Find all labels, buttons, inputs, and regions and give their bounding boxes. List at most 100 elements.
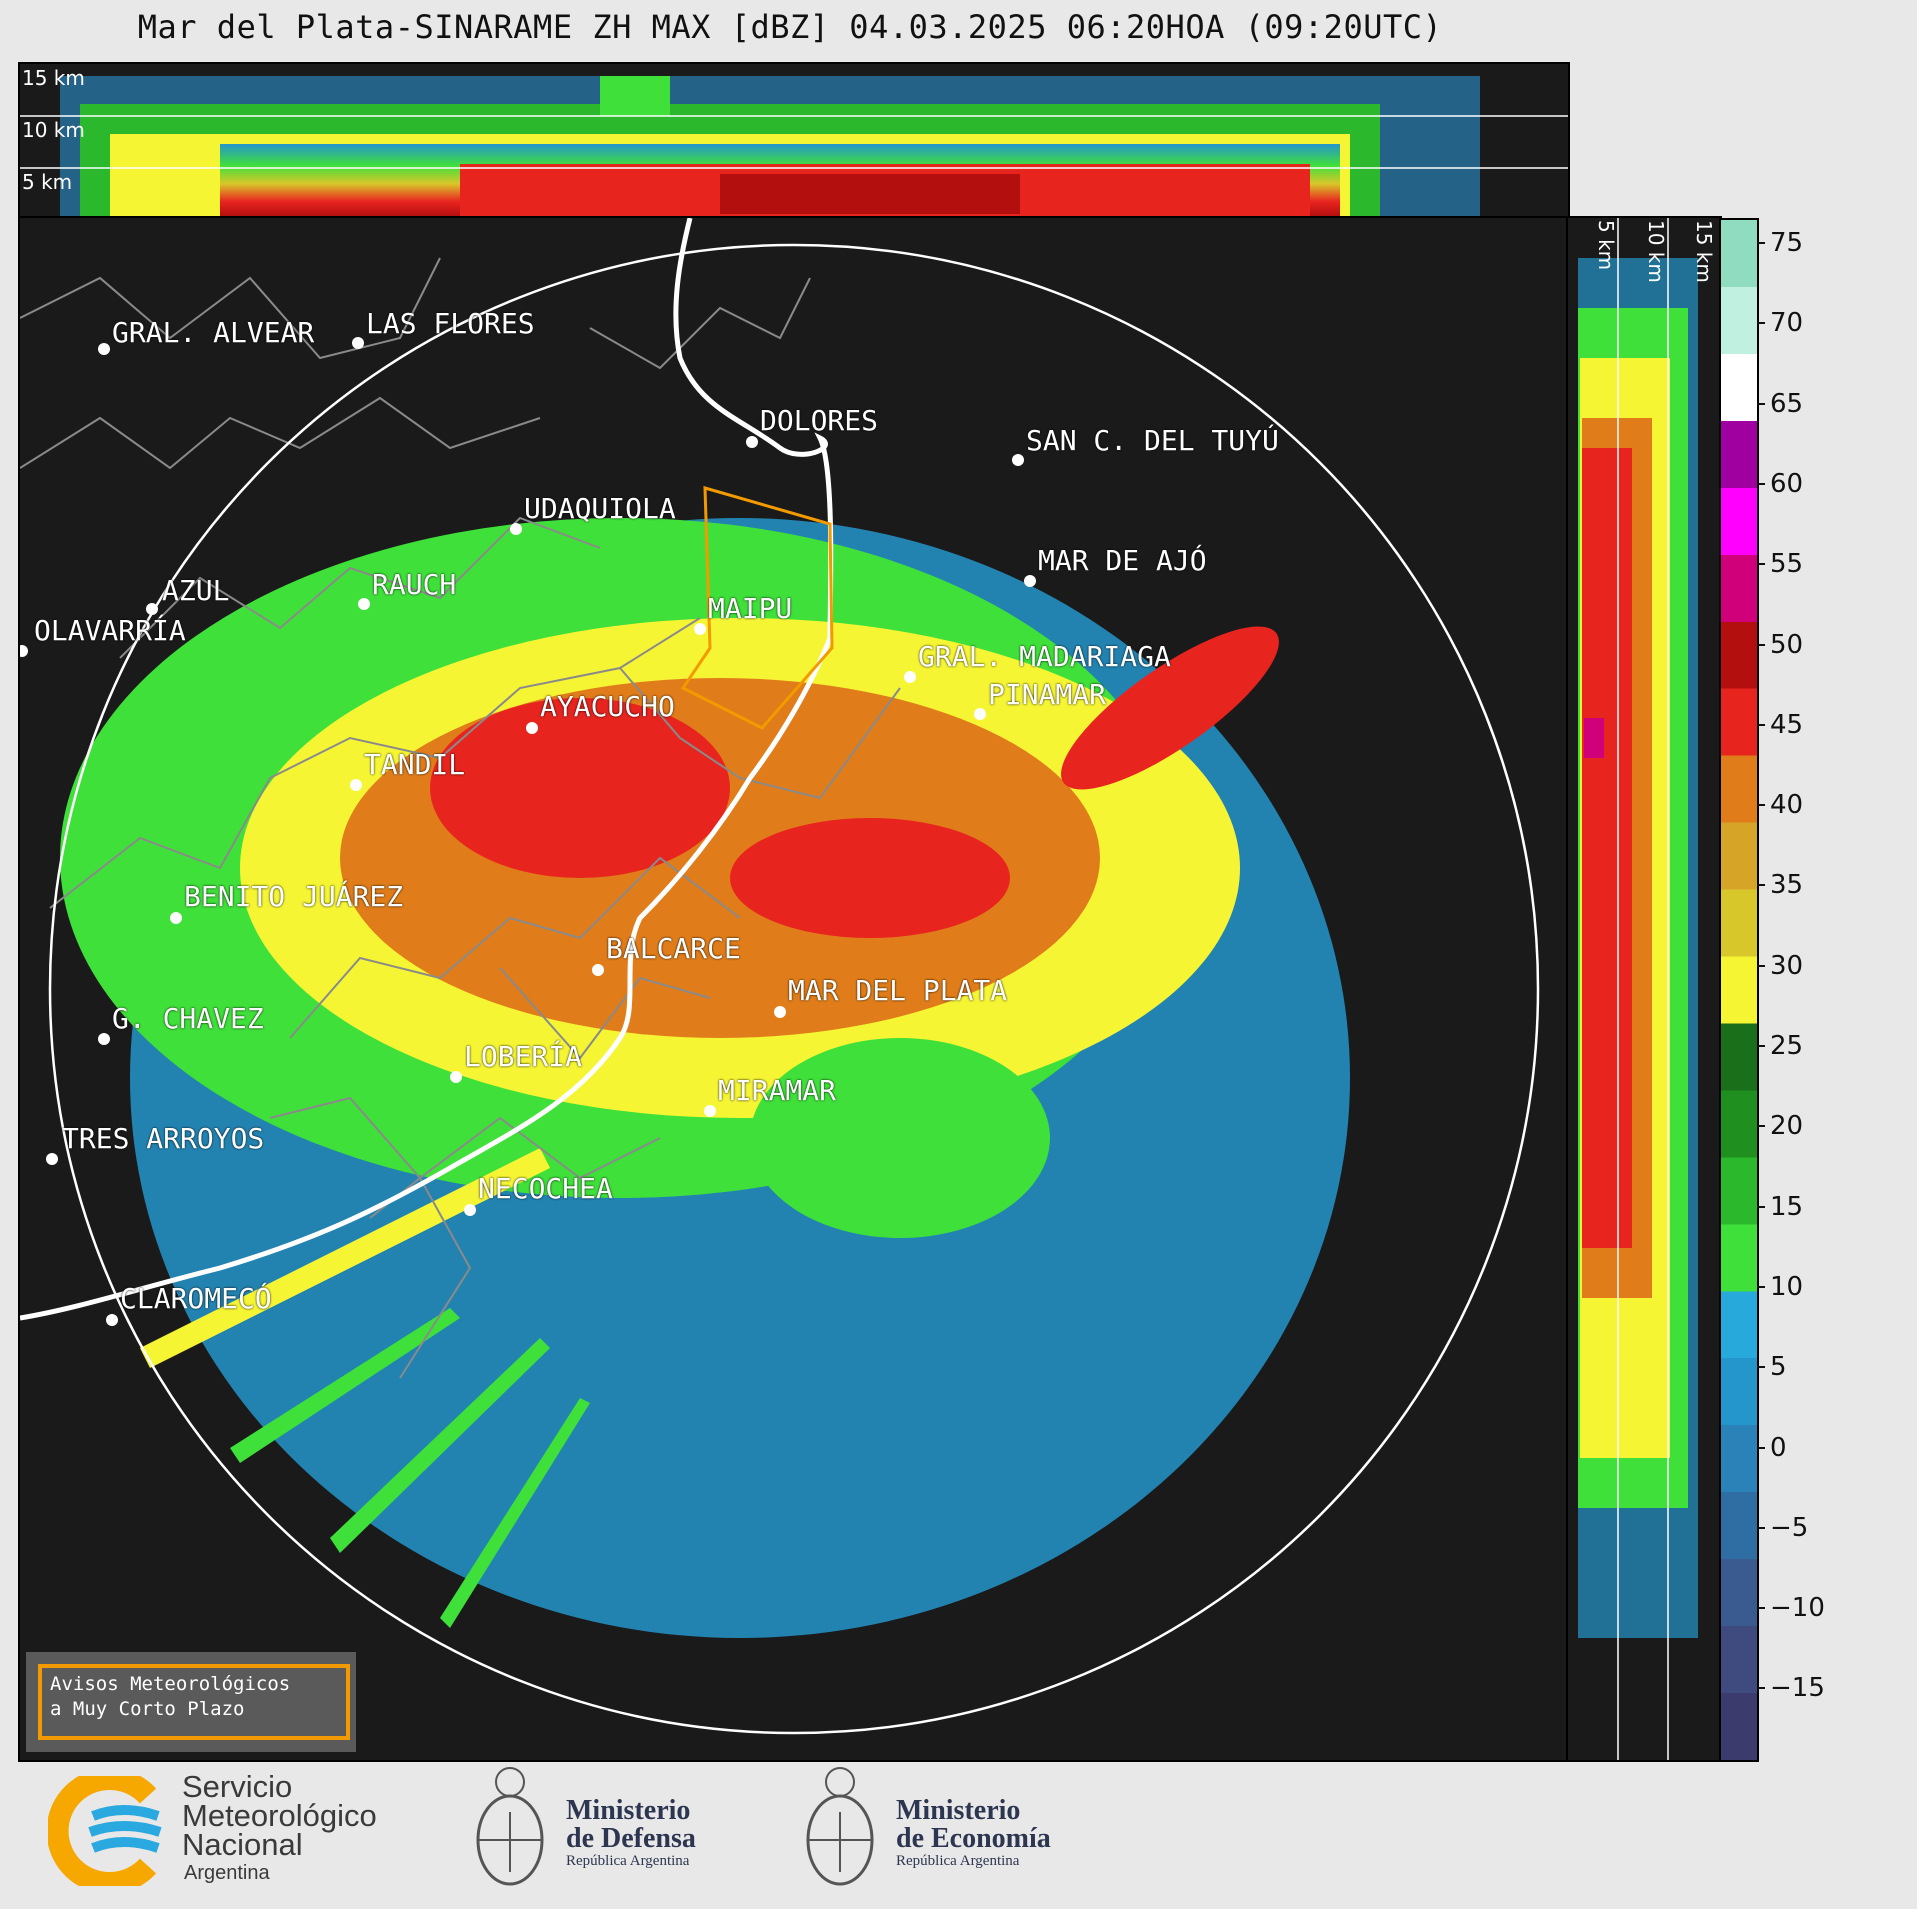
colorbar-tick [1757, 242, 1765, 244]
city-dot [746, 436, 758, 448]
smn-name-line3: Nacional [182, 1827, 303, 1862]
colorbar-tick-label: 15 [1770, 1191, 1804, 1222]
colorbar-tick-label: −10 [1770, 1593, 1825, 1624]
city-dot [774, 1006, 786, 1018]
city-dot [98, 343, 110, 355]
side-cross-section-panel: 5 km 10 km 15 km [1566, 216, 1722, 1762]
smn-name-line2: Meteorológico [182, 1798, 377, 1833]
city-label[interactable]: RAUCH [372, 568, 457, 601]
city-label[interactable]: LOBERÍA [464, 1040, 583, 1073]
city-dot [704, 1105, 716, 1117]
aviso-line2: a Muy Corto Plazo [50, 1698, 245, 1720]
city-dot [694, 623, 706, 635]
city-label[interactable]: MIRAMAR [718, 1074, 837, 1107]
radar-map [20, 218, 1540, 1735]
city-dot [358, 598, 370, 610]
city-label[interactable]: DOLORES [760, 404, 879, 437]
radar-map-panel[interactable]: GRAL. ALVEAR LAS FLORES DOLORES SAN C. D… [18, 216, 1570, 1762]
city-dot [1024, 575, 1036, 587]
colorbar-tick [1757, 643, 1765, 646]
colorbar-tick [1757, 482, 1765, 485]
colorbar-tick-label: 45 [1770, 709, 1804, 740]
economia-line1: Ministerio [896, 1795, 1021, 1826]
smn-logo-icon [48, 1776, 162, 1886]
city-dot [350, 779, 362, 791]
echo-red-core [430, 698, 730, 878]
city-dot [974, 708, 986, 720]
colorbar-tick-label: 60 [1770, 468, 1804, 499]
city-label[interactable]: GRAL. ALVEAR [112, 316, 315, 349]
defensa-line2: de Defensa [566, 1823, 696, 1854]
altitude-label-15km: 15 km [22, 66, 85, 90]
city-label[interactable]: SAN C. DEL TUYÚ [1026, 424, 1279, 457]
city-label[interactable]: AYACUCHO [540, 690, 675, 723]
city-label[interactable]: LAS FLORES [366, 307, 535, 340]
colorbar-tick [1757, 402, 1765, 405]
city-dot [98, 1033, 110, 1045]
city-label[interactable]: GRAL. MADARIAGA [918, 640, 1171, 673]
smn-country: Argentina [184, 1862, 270, 1884]
colorbar-tick [1757, 884, 1765, 887]
city-label[interactable]: BENITO JUÁREZ [184, 880, 404, 913]
county-boundaries [20, 257, 901, 1379]
altitude-label-10km: 10 km [1644, 220, 1668, 283]
city-label[interactable]: TANDIL [364, 748, 466, 781]
city-dot [20, 645, 28, 657]
colorbar-tick-label: 55 [1770, 549, 1804, 580]
aviso-button[interactable]: Avisos Meteorológicos a Muy Corto Plazo [38, 1664, 350, 1740]
city-label[interactable]: PINAMAR [988, 678, 1107, 711]
city-label[interactable]: MAIPU [708, 592, 793, 625]
city-label[interactable]: G. CHAVEZ [112, 1002, 264, 1035]
top-cross-section-echo [20, 76, 1568, 216]
city-label[interactable]: UDAQUIOLA [524, 492, 676, 525]
colorbar-tick-label: −5 [1770, 1512, 1809, 1543]
city-label[interactable]: MAR DEL PLATA [788, 974, 1008, 1007]
colorbar-tick [1757, 1045, 1765, 1047]
altitude-label-5km: 5 km [1594, 220, 1618, 271]
smn-name-line1: Servicio [182, 1769, 293, 1804]
top-cross-section-panel: 15 km 10 km 5 km [18, 62, 1570, 220]
colorbar-tick-label: 0 [1770, 1432, 1787, 1463]
colorbar-tick [1757, 1366, 1765, 1369]
city-dot [106, 1314, 118, 1326]
colorbar-tick-label: 10 [1770, 1271, 1804, 1302]
city-dot [904, 671, 916, 683]
colorbar-tick [1757, 563, 1765, 566]
altitude-label-15km: 15 km [1692, 220, 1716, 283]
colorbar-tick-label: 75 [1770, 228, 1804, 258]
city-label[interactable]: AZUL [162, 574, 230, 607]
colorbar-tick [1757, 1607, 1765, 1610]
warning-polygon[interactable] [680, 485, 834, 730]
defensa-coat-of-arms-icon [476, 1767, 544, 1886]
colorbar-tick [1757, 964, 1765, 967]
city-dot [592, 964, 604, 976]
city-label[interactable]: CLAROMECÓ [120, 1282, 272, 1315]
city-label[interactable]: TRES ARROYOS [62, 1122, 265, 1155]
city-dot [352, 337, 364, 349]
colorbar-tick [1757, 1125, 1765, 1128]
city-label[interactable]: MAR DE AJÓ [1038, 544, 1207, 577]
economia-line2: de Economía [896, 1823, 1051, 1854]
colorbar-tick-label: 70 [1770, 308, 1804, 339]
city-label[interactable]: NECOCHEA [478, 1172, 613, 1205]
side-cross-section-echo [1578, 218, 1698, 1760]
city-dot [170, 912, 182, 924]
city-label[interactable]: BALCARCE [606, 932, 741, 965]
colorbar-tick [1757, 1446, 1765, 1449]
colorbar-tick-label: 5 [1770, 1352, 1787, 1383]
colorbar-tick [1757, 723, 1765, 726]
colorbar-tick-label: −15 [1770, 1673, 1825, 1704]
colorbar-tick [1757, 1285, 1765, 1288]
city-dot [450, 1071, 462, 1083]
colorbar-tick [1757, 322, 1765, 325]
colorbar-tick [1757, 1205, 1765, 1208]
colorbar-tick-label: 25 [1770, 1031, 1804, 1061]
economia-sub: República Argentina [896, 1853, 1020, 1869]
city-label[interactable]: OLAVARRÍA [34, 614, 186, 647]
colorbar-tick-label: 40 [1770, 790, 1804, 821]
aviso-box[interactable]: Avisos Meteorológicos a Muy Corto Plazo [26, 1652, 356, 1752]
colorbar-tick-label: 30 [1770, 950, 1804, 981]
city-dot [526, 722, 538, 734]
city-dot [510, 523, 522, 535]
altitude-label-10km: 10 km [22, 118, 85, 142]
